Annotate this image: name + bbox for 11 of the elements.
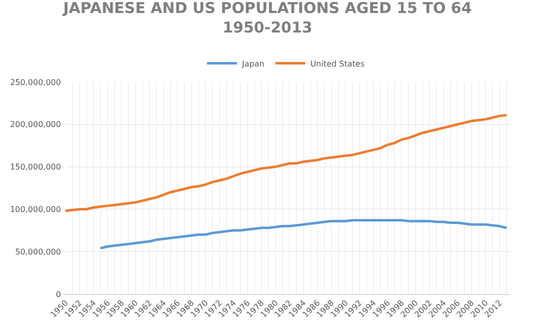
y-tick-label: 250,000,000 — [10, 78, 61, 87]
y-tick-label: 150,000,000 — [10, 162, 61, 172]
line-series — [64, 114, 508, 212]
legend-label: United States — [310, 59, 364, 68]
line-series — [99, 218, 508, 250]
y-tick-label: 200,000,000 — [10, 120, 61, 130]
y-tick-label: 100,000,000 — [10, 205, 61, 214]
y-tick-label: 50,000,000 — [15, 247, 61, 256]
legend-label: Japan — [241, 59, 264, 68]
y-tick-label: 0 — [56, 290, 61, 299]
chart-title: JAPANESE AND US POPULATIONS AGED 15 TO 64 1950-2013 — [62, 0, 472, 37]
